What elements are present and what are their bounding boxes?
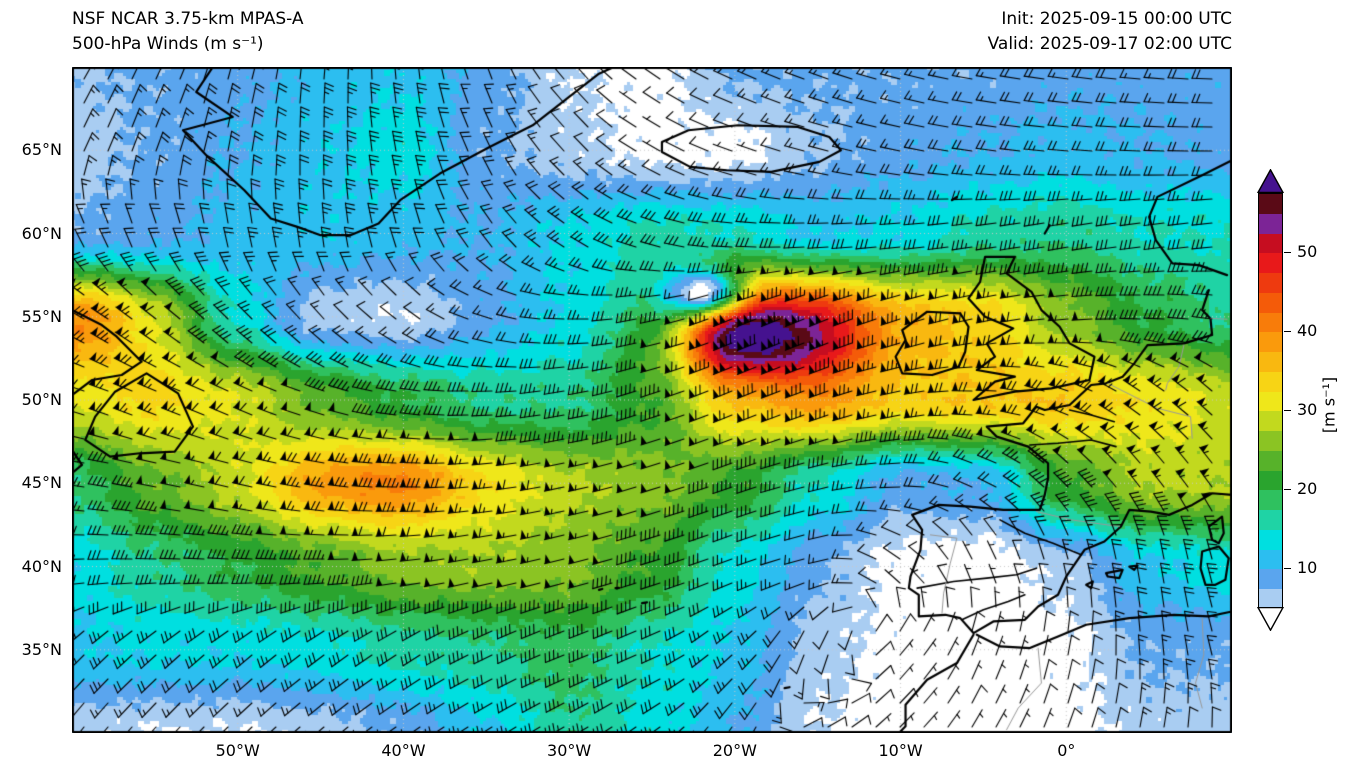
colorbar-segment xyxy=(1259,332,1282,352)
wind-map-canvas xyxy=(72,67,1232,733)
colorbar-segment xyxy=(1259,589,1282,609)
colorbar-segment xyxy=(1259,253,1282,273)
colorbar-under-arrow xyxy=(1257,607,1284,631)
y-tick-label: 45°N xyxy=(21,473,62,493)
colorbar-tickmark xyxy=(1284,568,1291,570)
x-tick-label: 0° xyxy=(1057,741,1076,760)
x-tick-label: 10°W xyxy=(878,741,923,760)
colorbar-segment xyxy=(1259,273,1282,293)
colorbar-segment xyxy=(1259,194,1282,214)
colorbar-tickmark xyxy=(1284,252,1291,254)
y-tick-label: 55°N xyxy=(21,306,62,326)
colorbar-unit-label: [m s⁻¹] xyxy=(1319,376,1339,434)
x-tick-label: 40°W xyxy=(381,741,426,760)
y-tick-label: 65°N xyxy=(21,140,62,160)
colorbar-segment xyxy=(1259,549,1282,570)
init-timestamp: Init: 2025-09-15 00:00 UTC xyxy=(1001,9,1232,29)
colorbar-segment xyxy=(1259,569,1282,589)
colorbar-tickmark xyxy=(1284,489,1291,491)
colorbar xyxy=(1258,193,1283,609)
colorbar-segment xyxy=(1259,470,1282,491)
colorbar-segment xyxy=(1259,431,1282,451)
colorbar-segment xyxy=(1259,391,1282,412)
colorbar-segment xyxy=(1259,213,1282,234)
colorbar-tickmark xyxy=(1284,331,1291,333)
colorbar-segment xyxy=(1259,510,1282,530)
colorbar-over-arrow xyxy=(1257,169,1284,193)
valid-timestamp: Valid: 2025-09-17 02:00 UTC xyxy=(987,34,1232,54)
x-tick-label: 20°W xyxy=(712,741,757,760)
colorbar-segment xyxy=(1259,490,1282,510)
colorbar-tick-label: 10 xyxy=(1297,558,1318,578)
x-tick-label: 30°W xyxy=(547,741,592,760)
colorbar-tick-label: 20 xyxy=(1297,479,1318,499)
colorbar-segment xyxy=(1259,411,1282,431)
plot-title-field: 500-hPa Winds (m s⁻¹) xyxy=(72,34,264,54)
y-tick-label: 50°N xyxy=(21,390,62,409)
colorbar-tick-label: 30 xyxy=(1297,400,1318,420)
y-tick-label: 60°N xyxy=(21,223,62,243)
colorbar-tick-label: 40 xyxy=(1297,321,1318,341)
colorbar-segment xyxy=(1259,371,1282,392)
colorbar-segment xyxy=(1259,450,1282,471)
colorbar-segment xyxy=(1259,352,1282,372)
colorbar-segment xyxy=(1259,529,1282,550)
x-tick-label: 50°W xyxy=(215,741,260,760)
colorbar-tickmark xyxy=(1284,410,1291,412)
colorbar-segment xyxy=(1259,233,1282,254)
colorbar-tick-label: 50 xyxy=(1297,242,1318,262)
y-tick-label: 35°N xyxy=(21,639,62,659)
colorbar-segment xyxy=(1259,292,1282,313)
colorbar-segment xyxy=(1259,312,1282,333)
plot-title-model: NSF NCAR 3.75-km MPAS-A xyxy=(72,9,304,29)
y-tick-label: 40°N xyxy=(21,556,62,576)
